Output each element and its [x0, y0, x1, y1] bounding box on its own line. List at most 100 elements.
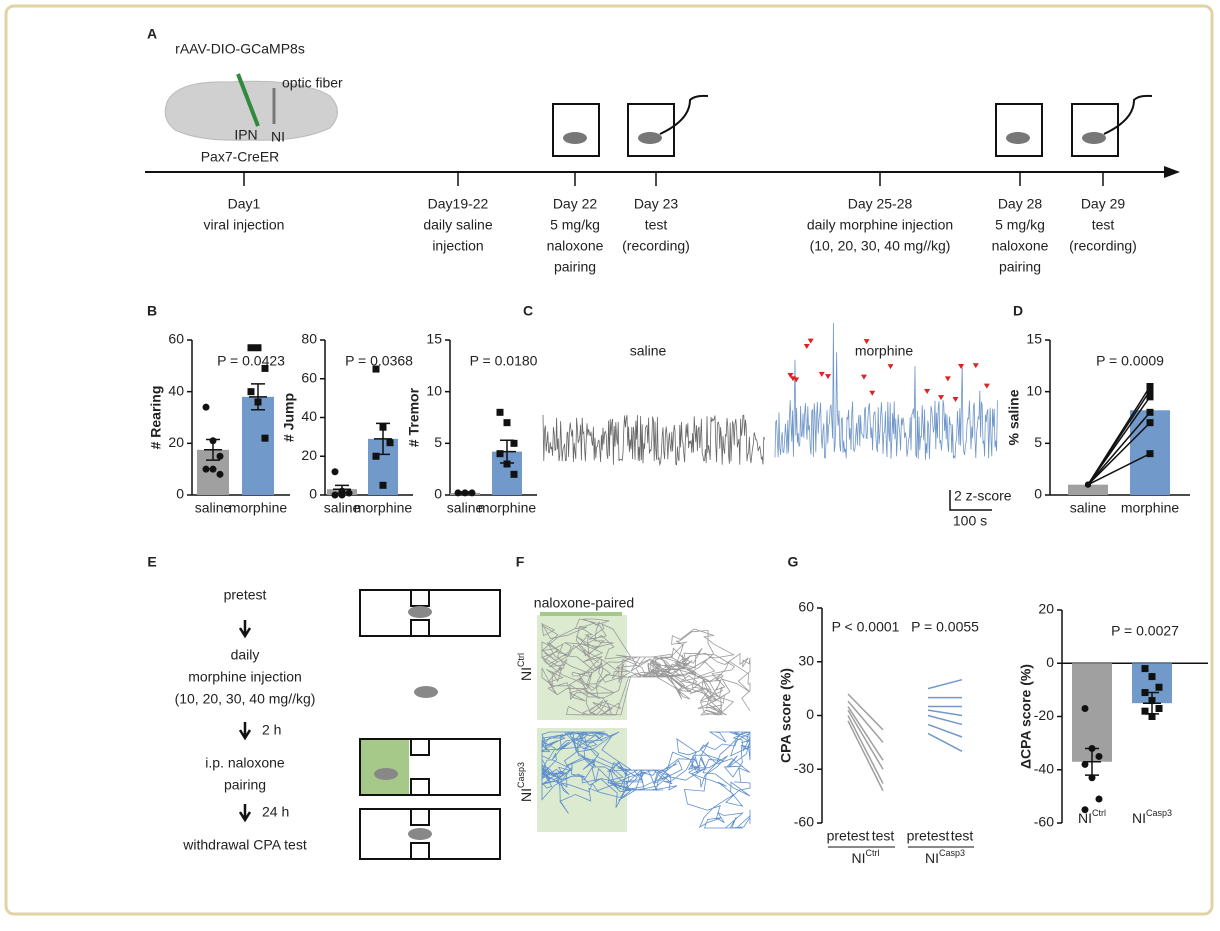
group-label: NICasp3 [516, 762, 533, 802]
event-label: Day 22 [553, 196, 598, 212]
data-point [202, 465, 210, 473]
event-label: Day 29 [1081, 196, 1126, 212]
x-tick-label: saline [324, 500, 361, 516]
p-value: P = 0.0368 [345, 353, 413, 369]
trace [542, 414, 765, 467]
x-tick-label: morphine [1121, 500, 1180, 516]
data-point [1141, 689, 1149, 697]
peak-marker [983, 383, 990, 389]
peak-marker [863, 339, 870, 345]
event-label: (10, 20, 30, 40 mg//kg) [810, 238, 951, 254]
p-value: P = 0.0055 [911, 619, 979, 635]
y-tick-label: -60 [1034, 814, 1054, 830]
event-label: naloxone [992, 238, 1049, 254]
event-label: Day 23 [634, 196, 679, 212]
annotation: optic fiber [282, 75, 343, 91]
data-point [1146, 387, 1154, 395]
label-base: NI [925, 850, 939, 866]
annotation: Pax7-CreER [201, 149, 280, 165]
data-point [247, 344, 255, 352]
data-point [202, 403, 210, 411]
y-axis-label: % saline [1006, 389, 1022, 445]
zone-label: naloxone-paired [534, 595, 634, 611]
y-tick-label: 40 [301, 408, 317, 424]
event-label: naloxone [547, 238, 604, 254]
data-point [331, 468, 339, 476]
y-axis-label: # Tremor [406, 387, 422, 447]
data-point [1081, 760, 1089, 768]
panel-label: B [147, 303, 157, 319]
peak-marker [807, 338, 814, 344]
data-point [1148, 697, 1156, 705]
data-point [1146, 408, 1154, 416]
y-tick-label: -30 [794, 760, 814, 776]
event-label: test [1092, 217, 1115, 233]
y-tick-label: 0 [1034, 486, 1042, 502]
event-label: test [645, 217, 668, 233]
data-point [345, 489, 353, 497]
label-base: NI [518, 788, 534, 802]
data-point [496, 408, 504, 416]
panel-label: E [147, 554, 156, 570]
panel-label: A [147, 26, 157, 42]
annotation: IPN [234, 127, 257, 143]
y-tick-label: 0 [176, 486, 184, 502]
y-tick-label: 0 [1046, 654, 1054, 670]
data-point [1095, 752, 1103, 760]
x-tick-label: saline [1070, 500, 1107, 516]
x-tick-label: NICasp3 [1132, 808, 1172, 825]
slope-line [927, 723, 963, 738]
trace-label: morphine [855, 343, 914, 359]
mouse-icons [563, 132, 1106, 144]
p-value: P = 0.0027 [1111, 623, 1179, 639]
x-tick-label: saline [195, 500, 232, 516]
data-point [510, 439, 518, 447]
y-tick-label: 0 [309, 486, 317, 502]
peak-marker [924, 388, 931, 394]
y-axis-label: CPA score (%) [778, 668, 794, 763]
slope-line [847, 700, 884, 743]
data-point [372, 365, 380, 373]
peak-marker [793, 377, 800, 383]
timeline-arrowhead [1164, 166, 1180, 178]
data-point [468, 489, 476, 497]
data-point [1081, 806, 1089, 814]
data-point [1146, 383, 1154, 390]
label-base: NI [518, 667, 534, 681]
peak-marker [803, 343, 810, 349]
p-value: P < 0.0001 [832, 619, 900, 635]
data-point [261, 364, 269, 372]
data-point [338, 491, 346, 499]
x-tick-label: morphine [229, 500, 288, 516]
y-axis-label: ΔCPA score (%) [1018, 664, 1034, 769]
data-point [247, 388, 255, 396]
y-tick-label: 15 [1026, 331, 1042, 347]
x-tick-label: morphine [354, 500, 413, 516]
p-value: P = 0.0009 [1096, 353, 1164, 369]
x-tick-label: pretest [827, 828, 870, 844]
data-point [1146, 419, 1154, 427]
y-tick-label: 15 [426, 331, 442, 347]
y-tick-label: 60 [168, 331, 184, 347]
peak-marker [869, 390, 876, 396]
group-label: NICtrl [516, 653, 533, 681]
y-tick-label: 10 [1026, 382, 1042, 398]
protocol-step: pairing [224, 777, 266, 793]
data-point [254, 398, 262, 406]
data-point [454, 489, 462, 497]
event-label: (recording) [1069, 238, 1137, 254]
group-label: NICtrl [852, 848, 880, 865]
y-tick-label: -20 [1034, 707, 1054, 723]
y-tick-label: 0 [434, 486, 442, 502]
p-value: P = 0.0180 [470, 353, 538, 369]
data-point [209, 437, 217, 445]
data-point [1148, 673, 1156, 681]
scale-bar [949, 490, 992, 511]
slope-line [847, 706, 884, 761]
data-point [461, 489, 469, 497]
label-base: NI [1078, 810, 1092, 826]
data-point [216, 452, 224, 460]
scale-label: 2 z-score [954, 488, 1012, 504]
flow-arrow [238, 620, 252, 639]
annotation: rAAV-DIO-GCaMP8s [175, 41, 305, 57]
